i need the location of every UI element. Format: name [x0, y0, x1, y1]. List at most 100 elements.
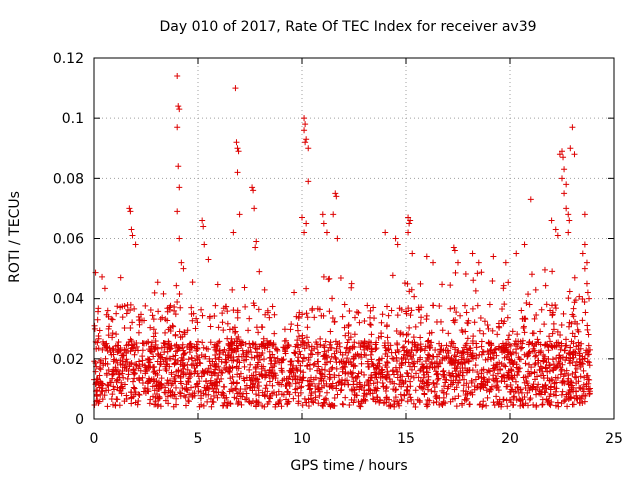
- data-point: [317, 335, 324, 342]
- data-point: [374, 379, 381, 386]
- data-point: [311, 314, 318, 321]
- data-point: [436, 359, 443, 366]
- data-point: [344, 339, 351, 346]
- data-point: [105, 366, 112, 373]
- data-point: [165, 341, 172, 348]
- data-point: [281, 376, 288, 383]
- data-point: [157, 384, 164, 391]
- data-point: [547, 402, 554, 409]
- data-point: [427, 344, 434, 351]
- data-point: [436, 351, 443, 358]
- data-point: [246, 385, 253, 392]
- data-point: [220, 402, 227, 409]
- data-point: [420, 374, 427, 381]
- data-point: [546, 368, 553, 375]
- data-point: [188, 310, 195, 317]
- data-point: [148, 339, 155, 346]
- data-point: [201, 241, 208, 248]
- data-point: [269, 374, 276, 381]
- data-point: [263, 382, 270, 389]
- data-point: [397, 377, 404, 384]
- data-point: [390, 355, 397, 362]
- data-point: [558, 322, 565, 329]
- data-point: [530, 330, 537, 337]
- data-point: [518, 389, 525, 396]
- data-point: [105, 332, 112, 339]
- data-point: [183, 386, 190, 393]
- data-point: [117, 304, 124, 311]
- data-point: [539, 401, 546, 408]
- data-point: [485, 351, 492, 358]
- data-point: [445, 349, 452, 356]
- data-point: [563, 354, 570, 361]
- data-point: [422, 343, 429, 350]
- data-point: [174, 347, 181, 354]
- data-point: [355, 370, 362, 377]
- data-point: [539, 383, 546, 390]
- data-point: [281, 326, 288, 333]
- data-point: [321, 344, 328, 351]
- data-point: [397, 391, 404, 398]
- data-point: [172, 332, 179, 339]
- data-point: [301, 354, 308, 361]
- data-point: [513, 250, 520, 257]
- data-point: [430, 259, 437, 266]
- data-point: [237, 393, 244, 400]
- data-point: [305, 396, 312, 403]
- data-point: [581, 398, 588, 405]
- data-point: [348, 370, 355, 377]
- data-point: [421, 390, 428, 397]
- data-point: [329, 380, 336, 387]
- data-point: [269, 367, 276, 374]
- data-point: [495, 345, 502, 352]
- data-point: [583, 381, 590, 388]
- data-point: [252, 375, 259, 382]
- data-point: [348, 280, 355, 287]
- data-point: [483, 402, 490, 409]
- data-point: [546, 393, 553, 400]
- data-point: [199, 312, 206, 319]
- data-point: [388, 307, 395, 314]
- data-point: [169, 388, 176, 395]
- data-point: [420, 368, 427, 375]
- data-point: [393, 328, 400, 335]
- data-point: [102, 342, 109, 349]
- data-point: [280, 391, 287, 398]
- data-point: [121, 346, 128, 353]
- data-point: [190, 360, 197, 367]
- data-point: [410, 374, 417, 381]
- data-point: [370, 304, 377, 311]
- data-point: [200, 344, 207, 351]
- data-point: [112, 367, 119, 374]
- data-point: [393, 368, 400, 375]
- data-point: [294, 337, 301, 344]
- data-point: [430, 399, 437, 406]
- data-point: [103, 370, 110, 377]
- data-point: [255, 329, 262, 336]
- data-point: [184, 387, 191, 394]
- data-point: [185, 379, 192, 386]
- data-point: [124, 302, 131, 309]
- data-point: [258, 363, 265, 370]
- data-point: [460, 369, 467, 376]
- data-point: [135, 391, 142, 398]
- data-point: [521, 241, 528, 248]
- data-point: [494, 331, 501, 338]
- data-point: [571, 373, 578, 380]
- data-point: [577, 385, 584, 392]
- data-point: [176, 389, 183, 396]
- data-point: [194, 356, 201, 363]
- data-point: [342, 332, 349, 339]
- data-point: [367, 307, 374, 314]
- data-point: [425, 351, 432, 358]
- data-point: [551, 380, 558, 387]
- data-point: [109, 330, 116, 337]
- data-point: [234, 390, 241, 397]
- data-point: [554, 232, 561, 239]
- data-point: [396, 381, 403, 388]
- data-point: [382, 229, 389, 236]
- data-point: [301, 115, 308, 122]
- data-point: [199, 217, 206, 224]
- data-point: [275, 388, 282, 395]
- data-point: [355, 309, 362, 316]
